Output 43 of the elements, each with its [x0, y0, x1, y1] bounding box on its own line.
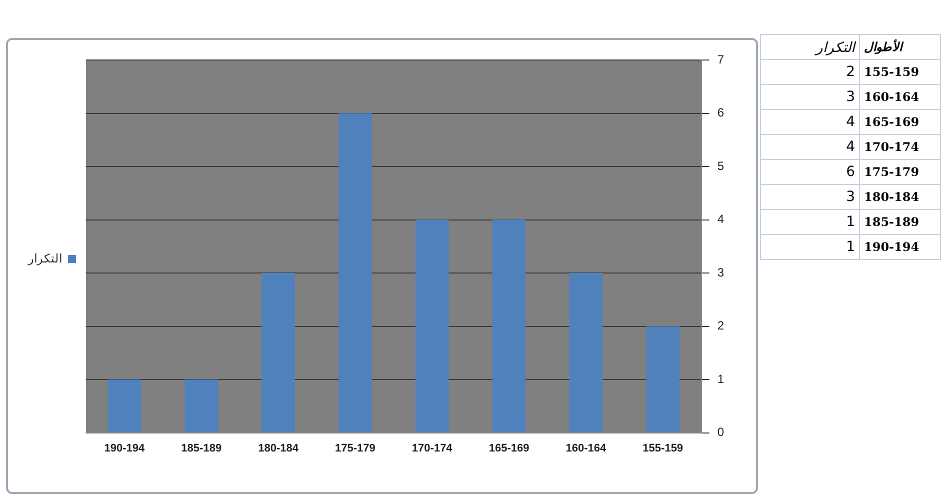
y-tick-label: 1 — [717, 372, 724, 386]
category-label: 160-164 — [860, 84, 940, 110]
y-tick-label: 2 — [717, 318, 724, 333]
data-label: 1 — [760, 234, 860, 260]
bar — [416, 220, 449, 432]
legend-label: التكرار — [27, 251, 62, 266]
data-label: 6 — [760, 160, 860, 184]
y-tick-label: 6 — [717, 106, 724, 120]
y-tick-label: 4 — [717, 212, 724, 226]
category-label: 180-184 — [860, 184, 940, 210]
data-label: 4 — [760, 134, 860, 160]
x-tick-label: 180-184 — [258, 442, 300, 454]
category-label: 155-159 — [860, 60, 940, 84]
data-label: 4 — [760, 110, 860, 134]
data-label: 1 — [760, 210, 860, 234]
data-label: 3 — [760, 184, 860, 210]
x-tick-label: 185-189 — [181, 442, 222, 454]
x-tick-label: 170-174 — [412, 442, 454, 454]
category-label: 165-169 — [860, 110, 940, 134]
bar — [338, 113, 372, 432]
data-label: 2 — [760, 60, 860, 84]
bar — [184, 380, 218, 432]
category-label: 190-194 — [860, 234, 940, 260]
bar — [646, 326, 680, 432]
category-label: 185-189 — [860, 210, 940, 234]
category-label: 170-174 — [860, 134, 940, 160]
text: التكرار — [760, 34, 860, 60]
y-tick-label: 0 — [717, 425, 724, 440]
text: الأطوال — [860, 34, 940, 60]
data-label: 3 — [760, 84, 860, 110]
x-tick-label: 160-164 — [566, 442, 608, 454]
x-tick-label: 165-169 — [488, 442, 530, 454]
y-tick-label: 3 — [717, 265, 724, 280]
bar — [108, 380, 142, 432]
bar — [492, 220, 526, 432]
x-tick-label: 175-179 — [335, 442, 376, 454]
category-label: 175-179 — [860, 160, 940, 184]
x-tick-label: 155-159 — [642, 442, 684, 454]
bar — [262, 273, 295, 432]
y-tick-label: 7 — [717, 52, 724, 66]
x-tick-label: 190-194 — [104, 442, 146, 454]
y-tick-label: 5 — [717, 158, 724, 173]
bar — [569, 273, 603, 432]
